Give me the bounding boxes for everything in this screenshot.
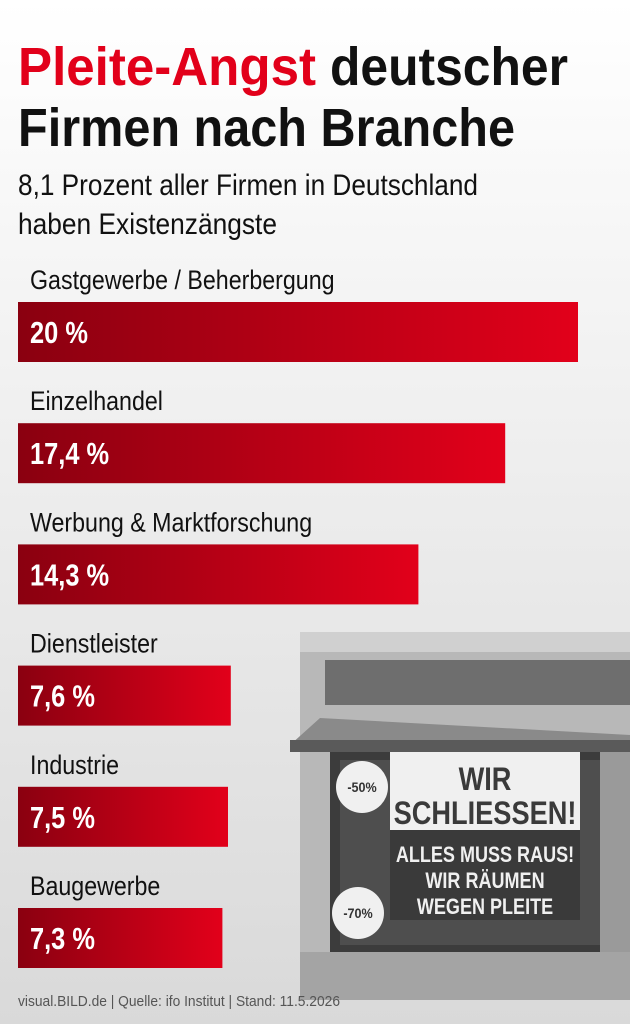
- sign-text: WEGEN PLEITE: [417, 895, 553, 919]
- bar: [18, 302, 578, 362]
- sign-text: WIR RÄUMEN: [425, 868, 544, 893]
- category-label: Einzelhandel: [30, 387, 163, 417]
- bar: [18, 665, 231, 726]
- bar: [18, 423, 506, 484]
- chart-title: Pleite-Angst: [18, 37, 316, 97]
- category-label: Gastgewerbe / Beherbergung: [30, 265, 335, 295]
- value-label: 7,3 %: [30, 922, 95, 957]
- sticker-text: -70%: [343, 905, 373, 921]
- bar: [18, 908, 223, 968]
- value-label: 14,3 %: [30, 558, 109, 593]
- footer: visual.BILD.de | Quelle: ifo Institut | …: [18, 993, 340, 1010]
- category-label: Baugewerbe: [30, 871, 160, 901]
- category-label: Dienstleister: [30, 629, 158, 659]
- value-label: 7,5 %: [30, 800, 95, 835]
- sign-text: SCHLIESSEN!: [394, 796, 577, 832]
- value-label: 20 %: [30, 316, 88, 351]
- store-front: [290, 632, 630, 1000]
- chart-subtitle: haben Existenzängste: [18, 208, 277, 241]
- category-label: Industrie: [30, 750, 119, 780]
- value-label: 7,6 %: [30, 679, 95, 714]
- category-label: Werbung & Marktforschung: [30, 508, 312, 538]
- sticker-text: -50%: [347, 779, 377, 795]
- value-label: 17,4 %: [30, 437, 109, 472]
- sign-text: WIR: [459, 762, 512, 798]
- chart-subtitle: 8,1 Prozent aller Firmen in Deutschland: [18, 169, 478, 202]
- bar: [18, 544, 419, 605]
- chart-title: Firmen nach Branche: [18, 98, 515, 158]
- chart-title: deutscher: [330, 37, 568, 97]
- sign-text: ALLES MUSS RAUS!: [396, 843, 574, 867]
- bar: [18, 786, 228, 847]
